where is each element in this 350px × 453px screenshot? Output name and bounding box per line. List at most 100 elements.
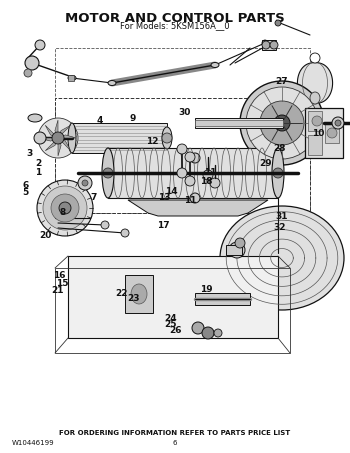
Polygon shape: [58, 125, 71, 138]
Circle shape: [37, 180, 93, 236]
Bar: [325, 123, 339, 143]
Polygon shape: [45, 138, 58, 151]
Text: 32: 32: [273, 223, 286, 232]
Circle shape: [270, 41, 278, 49]
Ellipse shape: [108, 81, 116, 86]
Bar: [195, 120, 283, 126]
Circle shape: [335, 120, 341, 126]
Ellipse shape: [272, 148, 284, 198]
Circle shape: [210, 178, 220, 188]
Circle shape: [327, 128, 337, 138]
Text: 16: 16: [52, 271, 65, 280]
Circle shape: [273, 168, 283, 178]
Circle shape: [214, 329, 222, 337]
Circle shape: [82, 180, 88, 186]
Circle shape: [185, 176, 195, 186]
Circle shape: [24, 69, 32, 77]
Circle shape: [162, 133, 172, 143]
Circle shape: [240, 81, 324, 165]
Circle shape: [38, 118, 78, 158]
Circle shape: [34, 132, 46, 144]
Polygon shape: [58, 138, 61, 156]
Bar: [68, 75, 74, 81]
Polygon shape: [128, 200, 268, 216]
Ellipse shape: [220, 206, 344, 310]
Bar: [68, 256, 278, 338]
Text: 2: 2: [35, 159, 42, 169]
Text: 1: 1: [35, 168, 42, 177]
Text: 13: 13: [158, 193, 170, 202]
Circle shape: [190, 153, 200, 163]
Text: 27: 27: [275, 77, 288, 86]
Circle shape: [229, 242, 245, 258]
Circle shape: [310, 53, 320, 63]
Bar: [55, 98, 310, 213]
Text: For Models: 5KSM156A__0: For Models: 5KSM156A__0: [120, 21, 230, 30]
Text: 3: 3: [27, 149, 33, 158]
Bar: [262, 40, 276, 50]
Text: 21: 21: [51, 286, 64, 295]
Circle shape: [177, 168, 187, 178]
Circle shape: [59, 202, 71, 214]
Circle shape: [192, 322, 204, 334]
Ellipse shape: [162, 127, 172, 149]
Circle shape: [275, 20, 281, 26]
Text: 25: 25: [164, 320, 177, 329]
Text: 31: 31: [275, 212, 288, 221]
Text: 7: 7: [91, 193, 97, 202]
Bar: [308, 135, 322, 155]
Polygon shape: [45, 125, 58, 138]
Circle shape: [260, 101, 304, 145]
Bar: [195, 118, 283, 128]
Text: 9: 9: [130, 114, 136, 123]
Circle shape: [235, 238, 245, 248]
Text: 17: 17: [158, 221, 170, 230]
Circle shape: [51, 194, 79, 222]
Text: 12: 12: [146, 137, 159, 146]
Text: 30: 30: [178, 108, 191, 117]
Bar: [125, 275, 153, 313]
Bar: [55, 268, 290, 353]
Circle shape: [262, 41, 270, 49]
Circle shape: [177, 144, 187, 154]
Ellipse shape: [131, 284, 147, 304]
Text: 14: 14: [165, 187, 178, 196]
Text: 18: 18: [200, 177, 213, 186]
Text: 6: 6: [22, 181, 28, 190]
Ellipse shape: [102, 148, 114, 198]
Text: 4: 4: [97, 116, 103, 125]
Ellipse shape: [68, 76, 76, 81]
Polygon shape: [58, 138, 71, 151]
Bar: [308, 111, 322, 131]
Text: FOR ORDERING INFORMATION REFER TO PARTS PRICE LIST: FOR ORDERING INFORMATION REFER TO PARTS …: [60, 430, 290, 436]
Ellipse shape: [211, 63, 219, 67]
Circle shape: [185, 152, 195, 162]
Bar: [195, 293, 250, 305]
Ellipse shape: [310, 92, 320, 104]
Text: 23: 23: [127, 294, 140, 304]
Circle shape: [312, 116, 322, 126]
Text: MOTOR AND CONTROL PARTS: MOTOR AND CONTROL PARTS: [65, 12, 285, 25]
Circle shape: [103, 168, 113, 178]
Circle shape: [262, 40, 268, 46]
Polygon shape: [55, 120, 58, 138]
Ellipse shape: [68, 123, 76, 153]
Circle shape: [52, 132, 64, 144]
Circle shape: [332, 117, 344, 129]
Text: 28: 28: [274, 144, 286, 153]
Circle shape: [121, 229, 129, 237]
Circle shape: [190, 193, 200, 203]
Text: 26: 26: [169, 326, 182, 335]
Polygon shape: [298, 63, 332, 103]
Polygon shape: [58, 135, 76, 138]
Bar: [305, 108, 343, 158]
Text: 20: 20: [39, 231, 52, 240]
Circle shape: [43, 186, 87, 230]
Circle shape: [203, 170, 213, 180]
Text: W10446199: W10446199: [12, 440, 55, 446]
Bar: [55, 48, 310, 213]
Circle shape: [25, 56, 39, 70]
Text: 10: 10: [312, 129, 325, 138]
Bar: [72, 123, 167, 153]
Text: 19: 19: [200, 285, 213, 294]
